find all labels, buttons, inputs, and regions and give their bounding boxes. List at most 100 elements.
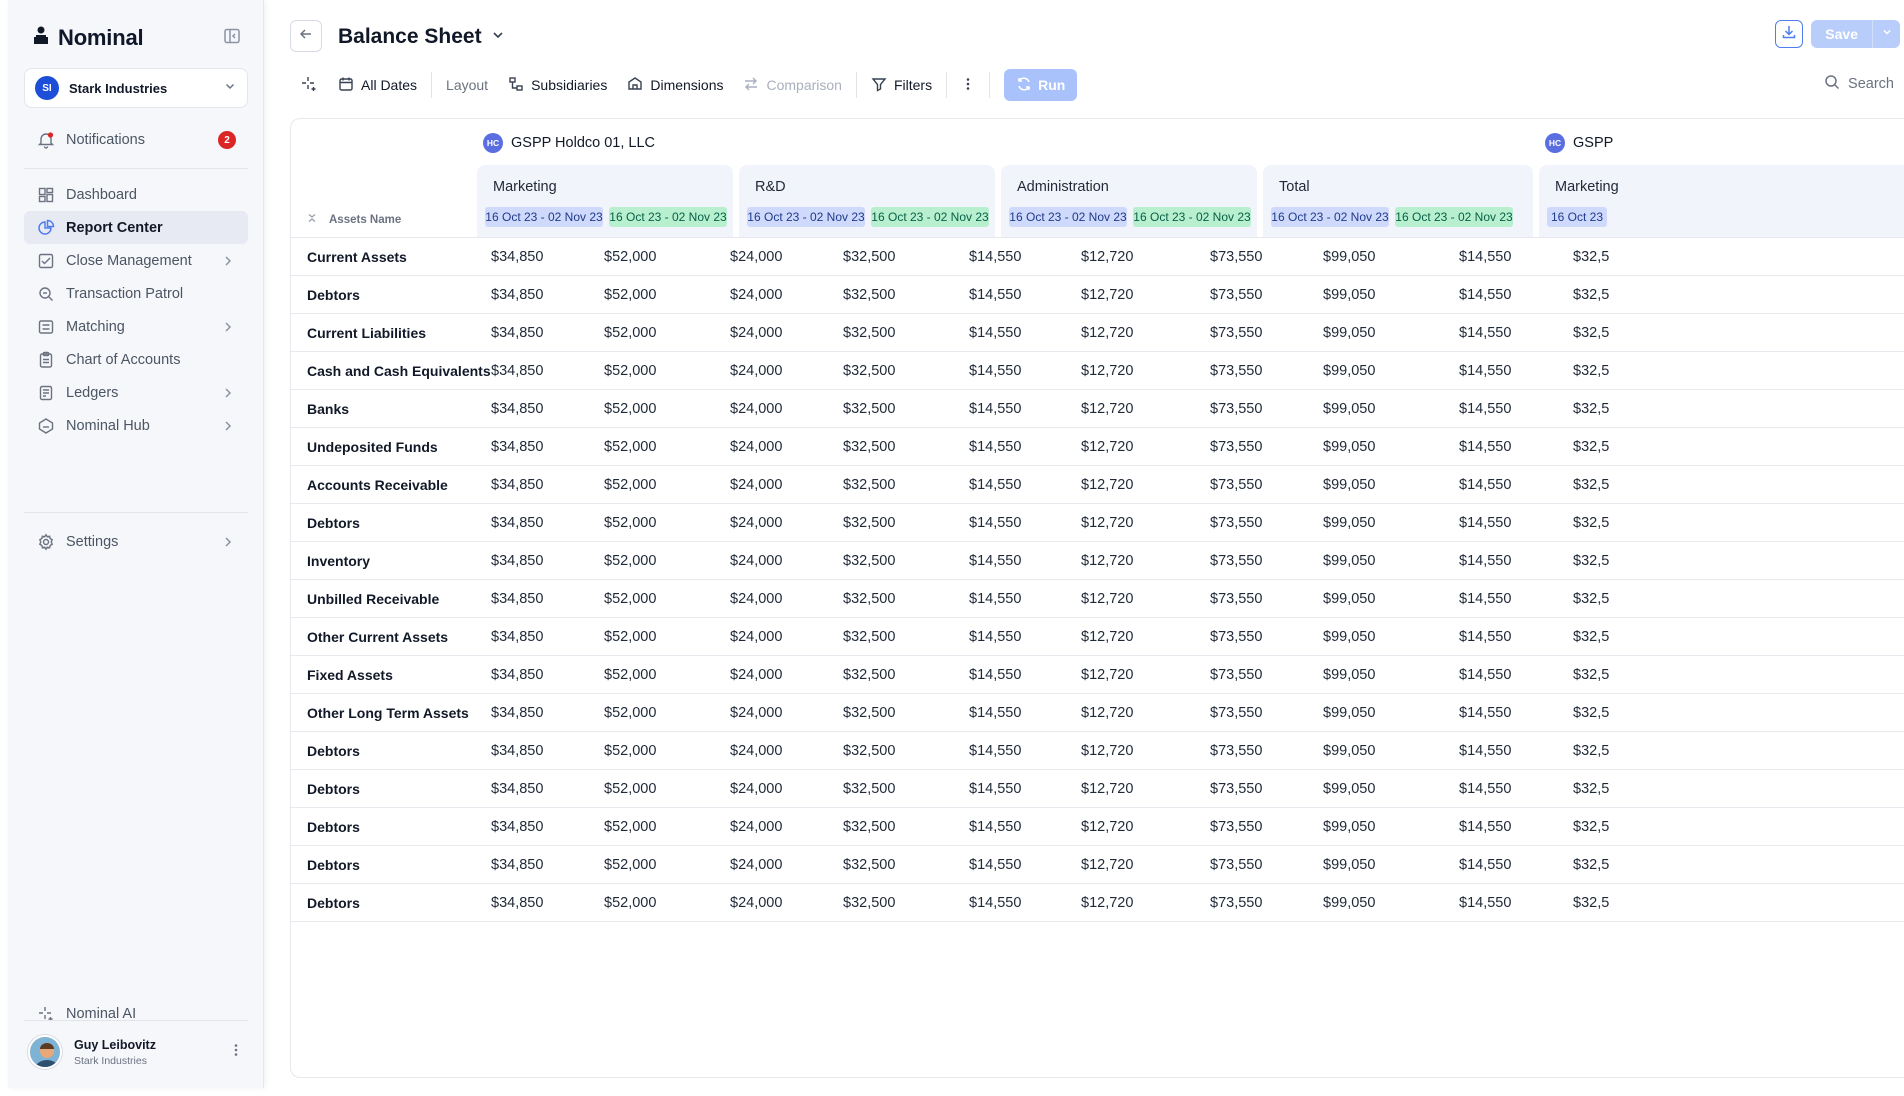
- period-pill[interactable]: 16 Oct 23 - 02 Nov 23: [1271, 207, 1389, 227]
- period-pill[interactable]: 16 Oct 23 - 02 Nov 23: [1009, 207, 1127, 227]
- table-cell: $99,050: [1323, 439, 1376, 455]
- sidebar-item-chart-of-accounts[interactable]: Chart of Accounts: [24, 343, 248, 376]
- subsidiaries-button[interactable]: Subsidiaries: [498, 68, 617, 102]
- table-row[interactable]: Debtors $34,850 $52,000 $24,000 $32,500 $14,5…: [291, 732, 1904, 770]
- table-cell: $14,550: [969, 287, 1022, 303]
- table-row[interactable]: Debtors $34,850 $52,000 $24,000 $32,500 $14,5…: [291, 504, 1904, 542]
- sidebar-item-ledgers[interactable]: Ledgers: [24, 376, 248, 409]
- row-label: Debtors: [307, 781, 360, 797]
- column-group[interactable]: Marketing 16 Oct 23: [1539, 165, 1904, 237]
- table-row[interactable]: Undeposited Funds $34,850 $52,000 $24,000 $3…: [291, 428, 1904, 466]
- all-dates-button[interactable]: All Dates: [328, 68, 427, 102]
- period-pill[interactable]: 16 Oct 23: [1547, 207, 1607, 227]
- table-cell: $32,500: [843, 401, 896, 417]
- report-title-dropdown[interactable]: Balance Sheet: [338, 22, 506, 52]
- column-group[interactable]: Total 16 Oct 23 - 02 Nov 23 16 Oct 23 - 02…: [1263, 165, 1533, 237]
- dimensions-button[interactable]: Dimensions: [617, 68, 733, 102]
- save-button[interactable]: Save: [1825, 26, 1858, 42]
- comparison-period-pill[interactable]: 16 Oct 23 - 02 Nov 23: [871, 207, 989, 227]
- org-switcher[interactable]: SI Stark Industries: [24, 68, 248, 108]
- column-group[interactable]: Administration 16 Oct 23 - 02 Nov 23 16 Oc…: [1001, 165, 1257, 237]
- table-cell: $32,500: [843, 629, 896, 645]
- assets-name-header[interactable]: Assets Name: [307, 213, 401, 226]
- comparison-period-pill[interactable]: 16 Oct 23 - 02 Nov 23: [1133, 207, 1251, 227]
- table-cell: $34,850: [491, 895, 544, 911]
- table-cell: $32,5: [1573, 439, 1610, 455]
- sidebar-item-settings[interactable]: Settings: [24, 522, 248, 562]
- brand[interactable]: Nominal: [32, 20, 144, 56]
- comparison-period-pill[interactable]: 16 Oct 23 - 02 Nov 23: [1395, 207, 1513, 227]
- sidebar-item-matching[interactable]: Matching: [24, 310, 248, 343]
- table-row[interactable]: Other Current Assets $34,850 $52,000 $24,00…: [291, 618, 1904, 656]
- collapse-rows-icon: [307, 213, 317, 226]
- row-label: Inventory: [307, 553, 371, 569]
- table-row[interactable]: Debtors $34,850 $52,000 $24,000 $32,500 $14,5…: [291, 276, 1904, 314]
- ai-magic-button[interactable]: [290, 68, 328, 102]
- search-button[interactable]: Search: [1824, 74, 1894, 94]
- sidebar-item-close-management[interactable]: Close Management: [24, 244, 248, 277]
- sidebar-item-label: Notifications: [66, 132, 145, 148]
- sidebar-item-transaction-patrol[interactable]: Transaction Patrol: [24, 277, 248, 310]
- table-cell: $24,000: [730, 743, 783, 759]
- table-row[interactable]: Debtors $34,850 $52,000 $24,000 $32,500 $14,5…: [291, 884, 1904, 922]
- table-cell: $34,850: [491, 629, 544, 645]
- table-cell: $32,500: [843, 705, 896, 721]
- sidebar-item-report-center[interactable]: Report Center: [24, 211, 248, 244]
- user-profile[interactable]: Guy Leibovitz Stark Industries: [24, 1028, 248, 1076]
- column-group[interactable]: Marketing 16 Oct 23 - 02 Nov 23 16 Oct 23 …: [477, 165, 733, 237]
- filters-button[interactable]: Filters: [861, 68, 942, 102]
- table-cell: $14,550: [969, 743, 1022, 759]
- sidebar-item-notifications[interactable]: Notifications 2: [24, 120, 248, 160]
- table-cell: $34,850: [491, 439, 544, 455]
- table-row[interactable]: Debtors $34,850 $52,000 $24,000 $32,500 $14,5…: [291, 808, 1904, 846]
- save-options-button[interactable]: [1872, 20, 1900, 48]
- table-cell: $34,850: [491, 591, 544, 607]
- table-cell: $52,000: [604, 401, 657, 417]
- table-cell: $32,5: [1573, 515, 1610, 531]
- table-cell: $14,550: [1459, 819, 1512, 835]
- table-row[interactable]: Banks $34,850 $52,000 $24,000 $32,500 $14,550…: [291, 390, 1904, 428]
- sidebar-item-label: Chart of Accounts: [66, 351, 181, 368]
- layout-button[interactable]: Layout: [436, 68, 498, 102]
- download-button[interactable]: [1775, 20, 1804, 48]
- more-options-button[interactable]: [951, 68, 985, 102]
- table-cell: $99,050: [1323, 515, 1376, 531]
- table-row[interactable]: Fixed Assets $34,850 $52,000 $24,000 $32,500…: [291, 656, 1904, 694]
- table-row[interactable]: Other Long Term Assets $34,850 $52,000 $24,…: [291, 694, 1904, 732]
- table-cell: $34,850: [491, 553, 544, 569]
- table-row[interactable]: Accounts Receivable $34,850 $52,000 $24,000…: [291, 466, 1904, 504]
- table-cell: $34,850: [491, 515, 544, 531]
- table-cell: $14,550: [1459, 439, 1512, 455]
- run-button[interactable]: Run: [1004, 69, 1078, 101]
- comparison-button[interactable]: Comparison: [733, 68, 851, 102]
- sidebar-item-nominal-hub[interactable]: Nominal Hub: [24, 409, 248, 442]
- table-row[interactable]: Debtors $34,850 $52,000 $24,000 $32,500 $14,5…: [291, 770, 1904, 808]
- table-cell: $52,000: [604, 553, 657, 569]
- back-button[interactable]: [290, 20, 322, 52]
- table-cell: $12,720: [1081, 629, 1134, 645]
- sidebar-item-nominal-ai[interactable]: Nominal AI: [24, 994, 248, 1034]
- table-cell: $32,500: [843, 287, 896, 303]
- more-vertical-icon: [961, 76, 975, 95]
- more-vertical-icon[interactable]: [228, 1042, 244, 1063]
- table-cell: $24,000: [730, 477, 783, 493]
- table-cell: $12,720: [1081, 781, 1134, 797]
- table-row[interactable]: Current Assets $34,850 $52,000 $24,000 $32,5…: [291, 238, 1904, 276]
- column-group[interactable]: R&D 16 Oct 23 - 02 Nov 23 16 Oct 23 - 02 N…: [739, 165, 995, 237]
- sidebar-collapse-icon[interactable]: [222, 26, 242, 46]
- row-label: Other Long Term Assets: [307, 705, 469, 721]
- table-cell: $32,5: [1573, 363, 1610, 379]
- table-cell: $34,850: [491, 477, 544, 493]
- table-row[interactable]: Unbilled Receivable $34,850 $52,000 $24,000…: [291, 580, 1904, 618]
- table-row[interactable]: Inventory $34,850 $52,000 $24,000 $32,500 $14…: [291, 542, 1904, 580]
- sidebar-item-dashboard[interactable]: Dashboard: [24, 178, 248, 211]
- sidebar-item-label: Ledgers: [66, 384, 119, 401]
- table-row[interactable]: Debtors $34,850 $52,000 $24,000 $32,500 $14,5…: [291, 846, 1904, 884]
- table-row[interactable]: Cash and Cash Equivalents $34,850 $52,000 $…: [291, 352, 1904, 390]
- period-pill[interactable]: 16 Oct 23 - 02 Nov 23: [485, 207, 603, 227]
- column-group-title: Administration: [1017, 179, 1109, 195]
- period-pill[interactable]: 16 Oct 23 - 02 Nov 23: [747, 207, 865, 227]
- comparison-period-pill[interactable]: 16 Oct 23 - 02 Nov 23: [609, 207, 727, 227]
- table-cell: $32,5: [1573, 629, 1610, 645]
- table-row[interactable]: Current Liabilities $34,850 $52,000 $24,000…: [291, 314, 1904, 352]
